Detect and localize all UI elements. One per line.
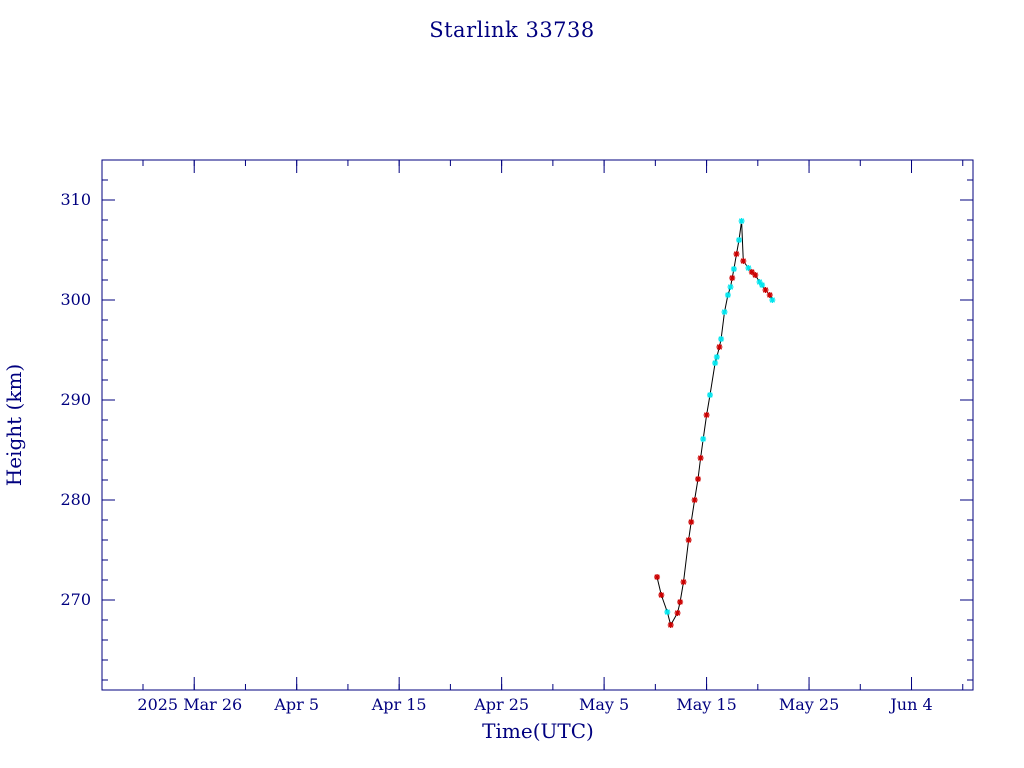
data-point — [752, 272, 759, 278]
y-axis-label: Height (km) — [2, 364, 26, 486]
series-height — [654, 218, 776, 628]
data-point — [721, 309, 728, 315]
y-tick-label: 280 — [60, 490, 91, 509]
data-point — [748, 269, 755, 275]
x-tick-label: Apr 25 — [473, 695, 529, 714]
data-point — [706, 392, 713, 398]
y-tick-label: 290 — [60, 390, 91, 409]
x-tick-label: Apr 5 — [273, 695, 319, 714]
x-tick-label: 2025 Mar 26 — [137, 695, 242, 714]
data-point — [654, 574, 661, 580]
data-point — [680, 579, 687, 585]
data-point — [712, 360, 719, 366]
data-point — [724, 292, 731, 298]
data-point — [759, 282, 766, 288]
data-point — [769, 297, 776, 303]
x-tick-label: Jun 4 — [888, 695, 932, 714]
x-axis-tick-labels: 2025 Mar 26 Apr 5 Apr 15 Apr 25 May 5 May 15 M… — [137, 695, 932, 714]
data-point — [736, 237, 743, 243]
data-point — [727, 284, 734, 290]
chart-title: Starlink 33738 — [429, 18, 595, 42]
y-axis-tick-labels: 270 280 290 300 310 — [60, 190, 91, 609]
plot-frame — [101, 159, 974, 691]
x-tick-label: May 25 — [779, 695, 839, 714]
y-tick-label: 270 — [60, 590, 91, 609]
data-point — [740, 258, 747, 264]
y-axis-ticks — [102, 159, 973, 681]
data-point — [766, 292, 773, 298]
data-point — [658, 592, 665, 598]
x-tick-label: Apr 15 — [371, 695, 427, 714]
data-point — [695, 476, 702, 482]
data-point — [700, 436, 707, 442]
data-point — [703, 412, 710, 418]
data-point — [685, 537, 692, 543]
data-point — [697, 455, 704, 461]
data-point — [691, 497, 698, 503]
data-point — [688, 519, 695, 525]
data-point — [716, 344, 723, 350]
data-point — [733, 251, 740, 257]
x-axis-label: Time(UTC) — [482, 719, 594, 743]
data-point — [674, 610, 681, 616]
y-tick-label: 300 — [60, 290, 91, 309]
data-point — [677, 599, 684, 605]
x-tick-label: May 5 — [579, 695, 629, 714]
data-point — [762, 287, 769, 293]
x-axis-ticks — [142, 160, 964, 690]
data-point — [718, 336, 725, 342]
data-point — [664, 609, 671, 615]
data-point — [738, 218, 745, 224]
data-point — [667, 622, 674, 628]
data-point — [713, 354, 720, 360]
series-line — [656, 220, 773, 627]
data-point — [729, 275, 736, 281]
data-point — [730, 266, 737, 272]
y-tick-label: 310 — [60, 190, 91, 209]
x-tick-label: May 15 — [676, 695, 736, 714]
